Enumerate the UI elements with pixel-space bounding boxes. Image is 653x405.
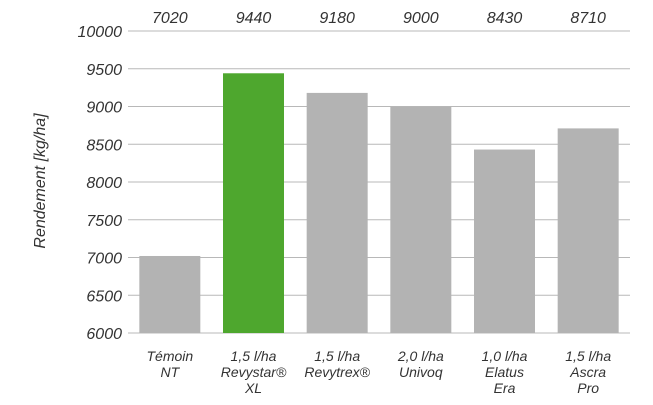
category-label: 1,0 l/ha Elatus Era <box>482 348 528 396</box>
category-label-line: NT <box>160 364 180 380</box>
category-label-line: 1,5 l/ha <box>314 348 360 364</box>
category-label-line: 1,5 l/ha <box>231 348 277 364</box>
y-tick-label: 6500 <box>86 288 122 305</box>
bar <box>306 92 368 333</box>
y-axis-label: Rendement [kg/ha] <box>32 113 49 249</box>
category-label-line: 1,0 l/ha <box>482 348 528 364</box>
value-label: 8430 <box>487 10 523 27</box>
category-label-line: Ascra <box>569 364 606 380</box>
y-tick-label: 7000 <box>86 251 122 268</box>
y-tick-label: 7500 <box>86 213 122 230</box>
category-label: 1,5 l/ha Revystar® XL <box>221 348 287 396</box>
y-tick-label: 9000 <box>86 100 122 117</box>
y-tick-label: 10000 <box>78 24 123 41</box>
category-label-line: Era <box>494 380 516 396</box>
value-labels: 7020 9440 9180 9000 8430 8710 <box>152 10 606 27</box>
category-label-line: Pro <box>577 380 599 396</box>
category-label: 2,0 l/ha Univoq <box>397 348 444 380</box>
category-label: 1,5 l/ha Ascra Pro <box>565 348 611 396</box>
category-label-line: Elatus <box>485 364 524 380</box>
bar <box>474 149 535 333</box>
bar <box>390 106 452 333</box>
category-label: Témoin NT <box>146 348 193 380</box>
category-label: 1,5 l/ha Revytrex® <box>304 348 370 380</box>
value-label: 9180 <box>319 10 355 27</box>
bar <box>139 255 201 333</box>
value-label: 9000 <box>403 10 439 27</box>
y-tick-label: 9500 <box>86 62 122 79</box>
value-label: 9440 <box>236 10 272 27</box>
category-label-line: 2,0 l/ha <box>397 348 444 364</box>
category-label-line: Univoq <box>399 364 443 380</box>
value-label: 8710 <box>570 10 606 27</box>
category-label-line: Revystar® <box>221 364 287 380</box>
y-tick-label: 8500 <box>86 137 122 154</box>
y-tick-label: 8000 <box>86 175 122 192</box>
gridlines <box>128 30 630 334</box>
y-axis-ticks: 6000 6500 7000 7500 8000 8500 9000 9500 10000 <box>78 24 123 343</box>
category-label-line: 1,5 l/ha <box>565 348 611 364</box>
category-labels: Témoin NT1,5 l/ha Revystar® XL1,5 l/ha Revyt… <box>146 348 611 396</box>
bar <box>557 128 619 333</box>
category-label-line: XL <box>244 380 262 396</box>
y-tick-label: 6000 <box>86 326 122 343</box>
value-label: 7020 <box>152 10 188 27</box>
category-label-line: Témoin <box>146 348 193 364</box>
bar <box>223 73 284 333</box>
category-label-line: Revytrex® <box>304 364 370 380</box>
bars <box>139 73 619 333</box>
